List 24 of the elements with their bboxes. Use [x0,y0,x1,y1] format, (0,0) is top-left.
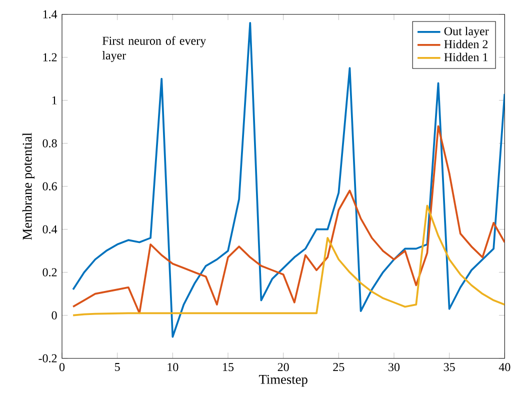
y-tick-label: 1.4 [43,10,58,18]
x-tick-label: 40 [498,363,510,372]
y-tick-label: 1.2 [43,53,57,62]
y-axis-title: Membrane potential [22,132,34,240]
legend-label: Out layer [444,26,489,38]
annotation: First neuron of every layer [102,36,206,62]
y-tick-label: 0.6 [42,182,57,190]
y-tick-label: 0.2 [42,268,57,276]
y-tick-label: 1 [52,96,57,104]
y-tick-label: 0.8 [42,139,57,148]
y-tick-label: -0.2 [38,354,57,362]
legend-label: Hidden 1 [444,52,488,62]
x-tick-label: 35 [444,363,455,372]
x-tick-label: 15 [223,363,234,372]
x-axis-title: Timestep [259,374,308,387]
legend-label: Hidden 2 [444,40,488,48]
x-tick-label: 25 [333,363,344,372]
y-tick-label: 0.4 [42,225,58,234]
x-tick-label: 10 [168,363,178,372]
x-tick-label: 5 [115,363,120,372]
x-tick-label: 20 [278,363,289,372]
y-tick-label: 0 [52,311,57,320]
x-tick-label: 0 [59,363,65,372]
x-tick-label: 30 [388,363,400,372]
